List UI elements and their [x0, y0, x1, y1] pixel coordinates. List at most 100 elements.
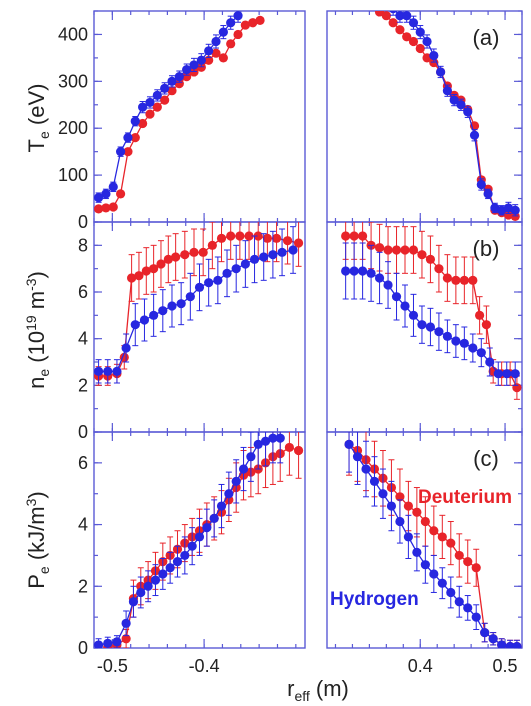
- series-hydrogen: [344, 432, 522, 648]
- data-point-hydrogen: [182, 65, 192, 75]
- panel-0-left: 0 100 200 300 400: [58, 10, 306, 232]
- series-label-deuterium: Deuterium: [418, 487, 512, 508]
- data-point-deuterium: [160, 95, 170, 105]
- data-point-hydrogen: [94, 193, 104, 203]
- data-point-hydrogen: [143, 581, 153, 591]
- series-line-deuterium: [98, 19, 261, 210]
- data-point-deuterium: [459, 275, 469, 285]
- data-point-hydrogen: [231, 264, 241, 274]
- data-point-hydrogen: [233, 11, 243, 21]
- data-point-deuterium: [434, 264, 444, 274]
- data-point-hydrogen: [108, 182, 118, 192]
- data-point-deuterium: [395, 492, 405, 502]
- data-point-deuterium: [468, 275, 478, 285]
- data-point-hydrogen: [446, 587, 456, 598]
- data-point-deuterium: [145, 109, 155, 119]
- data-point-hydrogen: [374, 273, 385, 283]
- data-point-deuterium: [134, 271, 144, 281]
- data-point-hydrogen: [480, 627, 490, 638]
- y-tick-label: 4: [78, 515, 88, 535]
- data-point-hydrogen: [400, 301, 410, 311]
- data-point-hydrogen: [493, 369, 503, 379]
- data-point-deuterium: [442, 273, 452, 283]
- data-point-hydrogen: [349, 266, 359, 276]
- data-point-deuterium: [163, 254, 173, 264]
- panel-2-right: 0.4 0.5: [326, 431, 523, 676]
- data-point-hydrogen: [485, 357, 495, 367]
- data-point-deuterium: [412, 507, 422, 517]
- y-tick-label: 0: [78, 212, 88, 232]
- data-point-deuterium: [446, 538, 456, 548]
- data-point-hydrogen: [288, 245, 298, 255]
- data-point-hydrogen: [275, 433, 285, 443]
- data-point-deuterium: [138, 118, 148, 129]
- data-point-deuterium: [374, 243, 385, 253]
- panel-label: (c): [473, 446, 499, 471]
- data-point-hydrogen: [196, 55, 206, 65]
- data-point-hydrogen: [434, 327, 444, 337]
- data-point-hydrogen: [471, 612, 481, 622]
- panel-1-right: [326, 221, 523, 433]
- data-point-deuterium: [437, 532, 447, 542]
- data-point-deuterium: [240, 20, 250, 30]
- data-point-hydrogen: [187, 541, 197, 551]
- data-point-deuterium: [171, 252, 181, 262]
- data-point-deuterium: [403, 501, 413, 511]
- data-point-deuterium: [94, 204, 104, 214]
- data-point-hydrogen: [103, 366, 113, 376]
- data-point-hydrogen: [130, 116, 140, 126]
- data-point-deuterium: [130, 133, 140, 143]
- data-point-hydrogen: [369, 476, 380, 486]
- data-point-hydrogen: [139, 315, 150, 325]
- data-point-hydrogen: [222, 268, 232, 278]
- data-point-hydrogen: [412, 547, 422, 557]
- panel-0: 0 100 200 300 400 (a): [58, 10, 523, 232]
- data-point-hydrogen: [259, 252, 269, 262]
- data-point-hydrogen: [456, 100, 466, 110]
- data-point-deuterium: [271, 233, 282, 243]
- data-point-deuterium: [253, 231, 263, 241]
- data-point-hydrogen: [502, 369, 512, 379]
- data-point-deuterium: [108, 202, 118, 212]
- y-axis-label-pressure: Pe (kJ/m3): [23, 491, 52, 589]
- x-axis-label: reff (m): [287, 676, 349, 704]
- data-point-hydrogen: [240, 259, 250, 269]
- data-point-hydrogen: [408, 310, 419, 320]
- data-point-hydrogen: [209, 513, 219, 524]
- data-point-hydrogen: [180, 550, 190, 561]
- data-point-hydrogen: [459, 338, 469, 348]
- y-tick-label: 8: [78, 235, 88, 255]
- data-point-deuterium: [402, 32, 412, 42]
- data-point-deuterium: [395, 25, 405, 35]
- x-tick-label: 0.5: [493, 656, 518, 676]
- x-tick-label: 0.4: [408, 656, 433, 676]
- plot-area: [94, 222, 304, 386]
- data-point-hydrogen: [417, 320, 427, 330]
- data-point-hydrogen: [101, 189, 111, 199]
- axis-frame: [93, 10, 306, 223]
- data-point-hydrogen: [463, 603, 473, 613]
- data-point-hydrogen: [218, 27, 228, 37]
- data-point-deuterium: [226, 39, 236, 49]
- y-tick-label: 200: [58, 118, 88, 138]
- data-point-hydrogen: [202, 523, 212, 533]
- data-point-hydrogen: [185, 292, 195, 302]
- data-point-deuterium: [383, 245, 393, 255]
- plot-area: [374, 11, 520, 221]
- data-point-deuterium: [189, 247, 199, 257]
- x-tick-label: -0.5: [97, 656, 128, 676]
- data-point-hydrogen: [497, 640, 507, 648]
- series-line-deuterium: [107, 446, 299, 648]
- data-point-deuterium: [101, 203, 111, 213]
- data-point-deuterium: [207, 240, 217, 250]
- data-point-hydrogen: [103, 638, 113, 648]
- data-point-hydrogen: [389, 11, 398, 14]
- y-tick-label: 2: [78, 576, 88, 596]
- data-point-hydrogen: [231, 476, 241, 486]
- data-point-hydrogen: [253, 439, 263, 449]
- data-point-hydrogen: [429, 50, 439, 61]
- data-point-hydrogen: [211, 36, 221, 47]
- y-axis-label-density: ne (1019 m-3): [23, 271, 52, 389]
- data-point-hydrogen: [160, 83, 170, 93]
- panel-label: (a): [473, 25, 500, 50]
